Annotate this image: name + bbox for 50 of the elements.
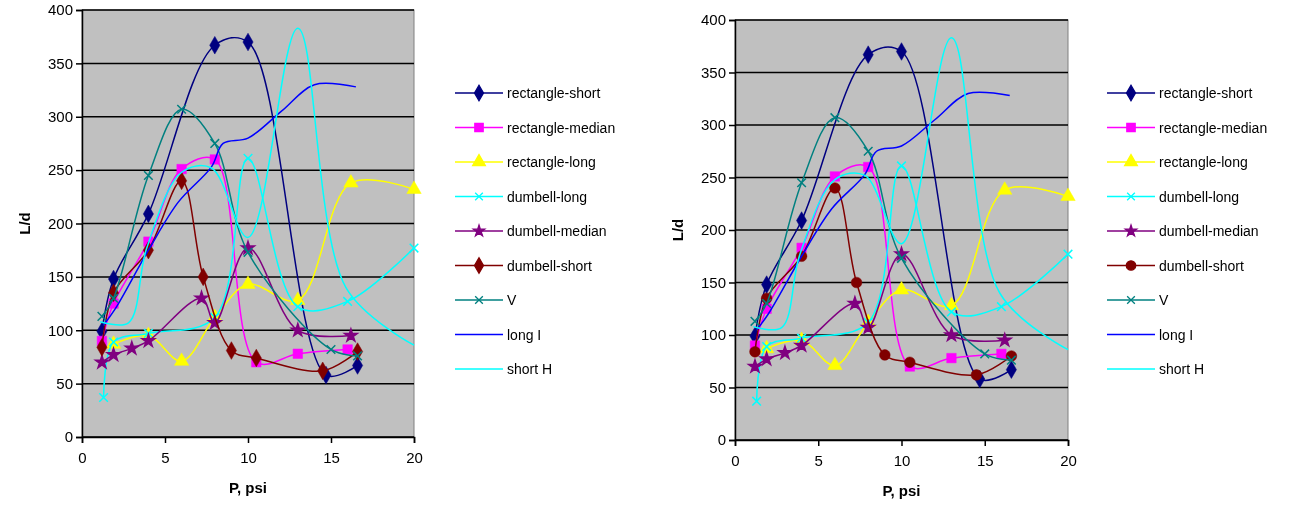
y-tick-label: 400 xyxy=(700,11,726,29)
legend-label: dumbell-long xyxy=(1159,188,1240,205)
legend-label: short H xyxy=(507,361,553,377)
legend-label: short H xyxy=(1159,361,1205,377)
y-axis-title: L/d xyxy=(669,218,686,242)
legend-label: dumbell-median xyxy=(1159,223,1259,239)
x-tick-label: 15 xyxy=(323,448,340,466)
legend-label: long I xyxy=(1159,326,1194,343)
legend-label: rectangle-short xyxy=(1159,85,1253,101)
x-tick-label: 5 xyxy=(161,448,170,466)
y-tick-label: 200 xyxy=(47,214,73,232)
y-tick-label: 250 xyxy=(47,161,73,179)
x-tick-label: 0 xyxy=(78,448,87,466)
y-tick-label: 100 xyxy=(700,326,726,344)
y-tick-label: 50 xyxy=(709,378,726,396)
x-tick-label: 15 xyxy=(976,451,994,469)
x-tick-label: 10 xyxy=(893,451,911,469)
x-tick-label: 5 xyxy=(814,451,823,469)
x-axis-title: P, psi xyxy=(882,482,921,499)
legend-label: rectangle-median xyxy=(507,119,616,136)
legend-label: dumbell-short xyxy=(507,257,592,274)
x-tick-label: 0 xyxy=(731,451,740,469)
y-tick-label: 0 xyxy=(717,431,726,449)
y-axis-title: L/d xyxy=(16,212,33,235)
legend-label: V xyxy=(1159,292,1169,308)
legend-label: dumbell-short xyxy=(1159,257,1244,274)
legend-label: rectangle-short xyxy=(507,85,601,101)
legend-label: V xyxy=(507,292,517,308)
x-tick-label: 20 xyxy=(406,448,423,466)
y-tick-label: 250 xyxy=(700,168,726,186)
y-tick-label: 100 xyxy=(47,321,73,339)
y-tick-label: 50 xyxy=(56,374,73,392)
x-tick-label: 20 xyxy=(1060,451,1077,469)
y-tick-label: 300 xyxy=(47,108,73,126)
y-tick-label: 200 xyxy=(700,221,726,239)
y-tick-label: 400 xyxy=(47,1,73,19)
legend-label: long I xyxy=(507,326,542,343)
legend-label: rectangle-long xyxy=(1159,154,1248,170)
legend-label: dumbell-median xyxy=(507,223,607,239)
y-tick-label: 300 xyxy=(700,116,726,134)
x-tick-label: 10 xyxy=(240,448,257,466)
legend-label: rectangle-long xyxy=(507,154,596,170)
legend-label: rectangle-median xyxy=(1159,119,1268,136)
legend-label: dumbell-long xyxy=(507,188,588,205)
y-tick-label: 150 xyxy=(47,268,73,286)
y-tick-label: 150 xyxy=(700,273,726,291)
y-tick-label: 350 xyxy=(700,63,726,81)
x-axis-title: P, psi xyxy=(228,479,268,496)
y-tick-label: 350 xyxy=(47,54,73,72)
y-tick-label: 0 xyxy=(64,428,73,446)
